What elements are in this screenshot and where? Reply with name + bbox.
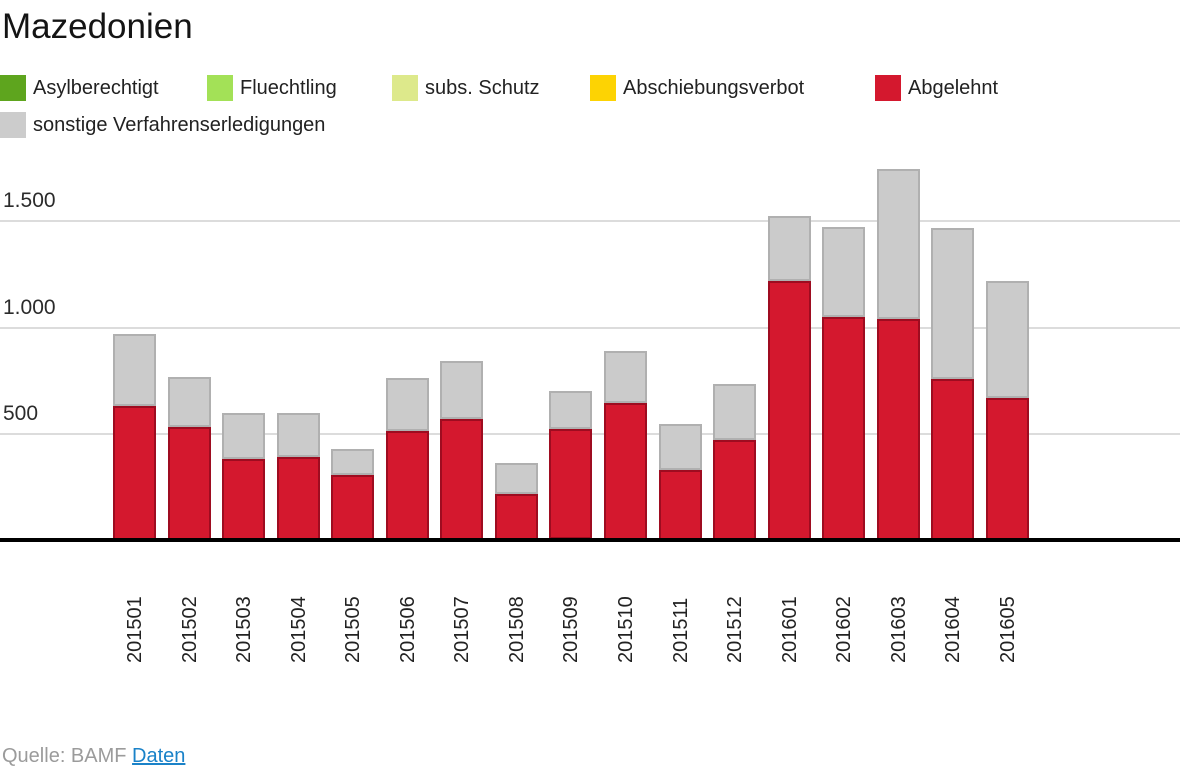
legend-item-label: Fluechtling — [240, 76, 337, 99]
bar-segment-sonstige-verfahrenserledigungen — [877, 168, 920, 320]
bar-segment-abgelehnt — [168, 426, 211, 541]
x-tick-label: 201511 — [669, 597, 692, 663]
legend-item-label: Abschiebungsverbot — [623, 76, 805, 99]
legend-item: sonstige Verfahrenserledigungen — [0, 112, 325, 138]
bar-segment-sonstige-verfahrenserledigungen — [386, 377, 429, 432]
bar-segment-sonstige-verfahrenserledigungen — [713, 384, 756, 440]
legend-item-label: Asylberechtigt — [33, 76, 159, 99]
bar-segment-sonstige-verfahrenserledigungen — [549, 390, 592, 430]
x-tick-label: 201505 — [341, 596, 364, 663]
bar-segment-sonstige-verfahrenserledigungen — [659, 423, 702, 470]
legend-item: Asylberechtigt — [0, 75, 159, 101]
x-tick-label: 201603 — [887, 596, 910, 663]
bar-segment-sonstige-verfahrenserledigungen — [440, 360, 483, 420]
bar-segment-abgelehnt — [877, 319, 920, 541]
bar-segment-abgelehnt — [768, 280, 811, 541]
x-tick-label: 201510 — [614, 596, 637, 663]
legend-item: subs. Schutz — [392, 75, 540, 101]
legend-swatch-icon — [0, 75, 26, 101]
bar-segment-sonstige-verfahrenserledigungen — [222, 413, 265, 459]
bar-segment-abgelehnt — [604, 403, 647, 541]
y-tick-label: 1.000 — [3, 295, 56, 319]
legend-item: Abschiebungsverbot — [590, 75, 804, 101]
bar-segment-sonstige-verfahrenserledigungen — [822, 226, 865, 318]
legend-item: Abgelehnt — [875, 75, 998, 101]
x-tick-label: 201506 — [396, 596, 419, 663]
bar-segment-sonstige-verfahrenserledigungen — [331, 449, 374, 475]
bar-segment-sonstige-verfahrenserledigungen — [168, 376, 211, 427]
bar-segment-sonstige-verfahrenserledigungen — [604, 351, 647, 404]
x-tick-label: 201604 — [941, 596, 964, 663]
bar-segment-sonstige-verfahrenserledigungen — [986, 280, 1029, 399]
x-tick-label: 201507 — [450, 596, 473, 663]
bar-segment-sonstige-verfahrenserledigungen — [931, 227, 974, 379]
bar-segment-abgelehnt — [931, 378, 974, 541]
bar-segment-abgelehnt — [495, 494, 538, 541]
bar-segment-abgelehnt — [331, 474, 374, 541]
x-tick-label: 201504 — [287, 596, 310, 663]
bar-segment-sonstige-verfahrenserledigungen — [113, 334, 156, 406]
bar-segment-abgelehnt — [277, 456, 320, 541]
bar-segment-abgelehnt — [986, 398, 1029, 541]
legend-item-label: subs. Schutz — [425, 76, 540, 99]
x-tick-label: 201602 — [832, 596, 855, 663]
bar-segment-sonstige-verfahrenserledigungen — [277, 413, 320, 457]
x-axis-baseline — [0, 538, 1180, 542]
footer-source: Quelle: BAMF Daten — [2, 745, 185, 768]
legend-swatch-icon — [875, 75, 901, 101]
x-tick-label: 201502 — [178, 596, 201, 663]
legend-item-label: Abgelehnt — [908, 76, 999, 99]
bar-segment-abgelehnt — [222, 458, 265, 541]
legend-swatch-icon — [590, 75, 616, 101]
bar-segment-abgelehnt — [386, 431, 429, 541]
x-tick-label: 201508 — [505, 596, 528, 663]
x-tick-label: 201509 — [559, 596, 582, 663]
legend-item: Fluechtling — [207, 75, 337, 101]
legend-swatch-icon — [0, 112, 26, 138]
y-tick-label: 1.500 — [3, 189, 56, 213]
x-tick-label: 201605 — [996, 596, 1019, 663]
bar-segment-abgelehnt — [822, 317, 865, 541]
x-tick-label: 201601 — [778, 596, 801, 663]
y-tick-label: 500 — [3, 402, 39, 426]
bar-segment-abgelehnt — [549, 429, 592, 539]
x-tick-label: 201503 — [232, 596, 255, 663]
gridline — [0, 220, 1180, 223]
bar-segment-sonstige-verfahrenserledigungen — [768, 215, 811, 281]
bar-segment-abgelehnt — [113, 405, 156, 541]
page-title: Mazedonien — [2, 7, 193, 46]
bar-segment-abgelehnt — [440, 419, 483, 541]
bar-segment-abgelehnt — [659, 469, 702, 541]
gridline — [0, 326, 1180, 329]
legend-swatch-icon — [207, 75, 233, 101]
bar-segment-abgelehnt — [713, 439, 756, 541]
source-label: Quelle: BAMF — [2, 745, 127, 767]
x-tick-label: 201512 — [723, 596, 746, 663]
bar-segment-sonstige-verfahrenserledigungen — [495, 463, 538, 495]
x-tick-label: 201501 — [123, 596, 146, 663]
source-data-link[interactable]: Daten — [132, 745, 186, 767]
legend-item-label: sonstige Verfahrenserledigungen — [33, 113, 326, 136]
legend-swatch-icon — [392, 75, 418, 101]
